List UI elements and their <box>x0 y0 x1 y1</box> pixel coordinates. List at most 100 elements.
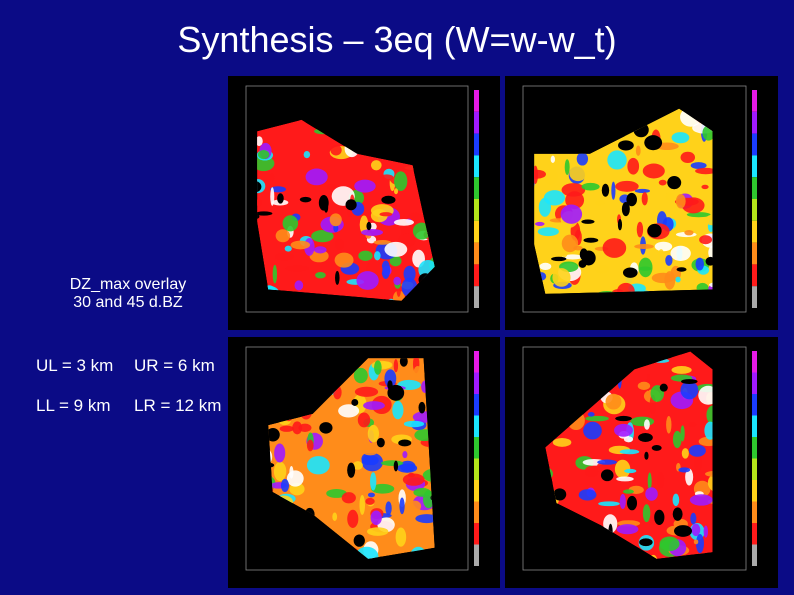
panel-label: UL = 3 km <box>36 356 113 375</box>
echo-cell <box>285 265 309 272</box>
echo-cell <box>627 157 640 175</box>
color-bar <box>474 372 479 394</box>
radar-panel <box>505 337 778 588</box>
echo-cell <box>365 455 379 466</box>
echo-cell <box>564 159 570 175</box>
echo-cell <box>284 245 292 252</box>
echo-cell <box>384 241 408 257</box>
color-bar <box>752 177 757 199</box>
echo-cell <box>394 171 408 192</box>
echo-cell <box>332 512 338 521</box>
echo-cell <box>392 290 405 301</box>
echo-cell <box>688 422 697 428</box>
echo-cell <box>413 366 422 377</box>
echo-cell <box>705 470 713 477</box>
echo-cell <box>701 184 709 190</box>
echo-cell <box>370 472 377 491</box>
echo-cell <box>619 449 640 455</box>
echo-gap <box>647 223 662 238</box>
echo-cell <box>334 238 345 250</box>
echo-cell <box>581 182 600 191</box>
echo-cell <box>550 155 556 164</box>
echo-cell <box>638 266 652 271</box>
echo-cell <box>282 215 299 232</box>
echo-cell <box>688 444 706 457</box>
echo-cell <box>357 412 371 428</box>
echo-gap <box>387 380 393 390</box>
plot-border <box>245 85 469 313</box>
echo-cell <box>552 437 572 447</box>
echo-cell <box>303 150 311 159</box>
radar-field <box>545 351 713 559</box>
echo-gap <box>627 495 638 511</box>
echo-cell <box>699 235 713 245</box>
color-bar <box>474 544 479 566</box>
echo-cell <box>338 404 360 418</box>
echo-cell <box>374 251 381 261</box>
echo-cell <box>584 465 599 478</box>
echo-cell <box>614 459 631 479</box>
echo-cell <box>707 283 713 294</box>
echo-cell <box>358 250 373 261</box>
echo-cell <box>672 493 680 507</box>
echo-gap <box>399 358 408 367</box>
color-bar <box>752 351 757 373</box>
echo-gap <box>257 211 273 216</box>
echo-cell <box>597 459 617 465</box>
echo-cell <box>630 416 655 427</box>
echo-cell <box>329 213 342 227</box>
echo-cell <box>543 190 566 206</box>
echo-cell <box>257 198 263 207</box>
echo-cell <box>274 443 286 463</box>
echo-cell <box>689 494 713 506</box>
echo-cell <box>393 359 399 373</box>
echo-cell <box>583 421 602 440</box>
echo-cell <box>365 497 375 505</box>
echo-cell <box>385 501 392 516</box>
echo-cell <box>552 268 571 287</box>
echo-gap <box>621 202 630 217</box>
echo-cell <box>380 174 394 181</box>
echo-cell <box>397 463 418 473</box>
echo-cell <box>275 229 291 243</box>
echo-cell <box>695 257 704 271</box>
echo-cell <box>694 456 703 471</box>
echo-cell <box>359 215 369 235</box>
echo-cell <box>407 472 415 478</box>
echo-gap <box>654 509 665 525</box>
echo-cell <box>537 227 559 237</box>
echo-gap <box>381 195 396 204</box>
plot-border <box>522 346 747 571</box>
echo-cell <box>672 430 682 449</box>
echo-cell <box>656 472 665 489</box>
panel-label: LL = 9 km <box>36 396 111 415</box>
echo-gap <box>579 248 588 261</box>
echo-cell <box>560 204 583 224</box>
color-bar <box>474 90 479 112</box>
echo-cell <box>292 421 303 435</box>
echo-cell <box>370 483 395 494</box>
echo-cell <box>665 254 673 266</box>
echo-cell <box>314 246 327 254</box>
echo-cell <box>280 478 290 493</box>
slide-title: Synthesis – 3eq (W=w-w_t) <box>177 19 616 60</box>
echo-gap <box>676 267 687 272</box>
echo-cell <box>562 254 583 260</box>
color-bar <box>474 177 479 199</box>
echo-cell <box>624 468 637 474</box>
echo-cell <box>393 276 401 286</box>
echo-gap <box>418 401 426 414</box>
color-bar <box>752 415 757 437</box>
echo-cell <box>569 165 587 182</box>
echo-cell <box>347 509 359 528</box>
echo-cell <box>355 546 379 559</box>
echo-gap <box>639 538 653 547</box>
echo-cell <box>534 221 545 227</box>
echo-cell <box>671 132 690 144</box>
echo-cell <box>381 460 404 466</box>
echo-cell <box>392 401 404 420</box>
echo-cell <box>636 221 644 238</box>
radar-panel <box>505 76 778 330</box>
echo-cell <box>539 262 552 271</box>
echo-cell <box>658 179 667 186</box>
